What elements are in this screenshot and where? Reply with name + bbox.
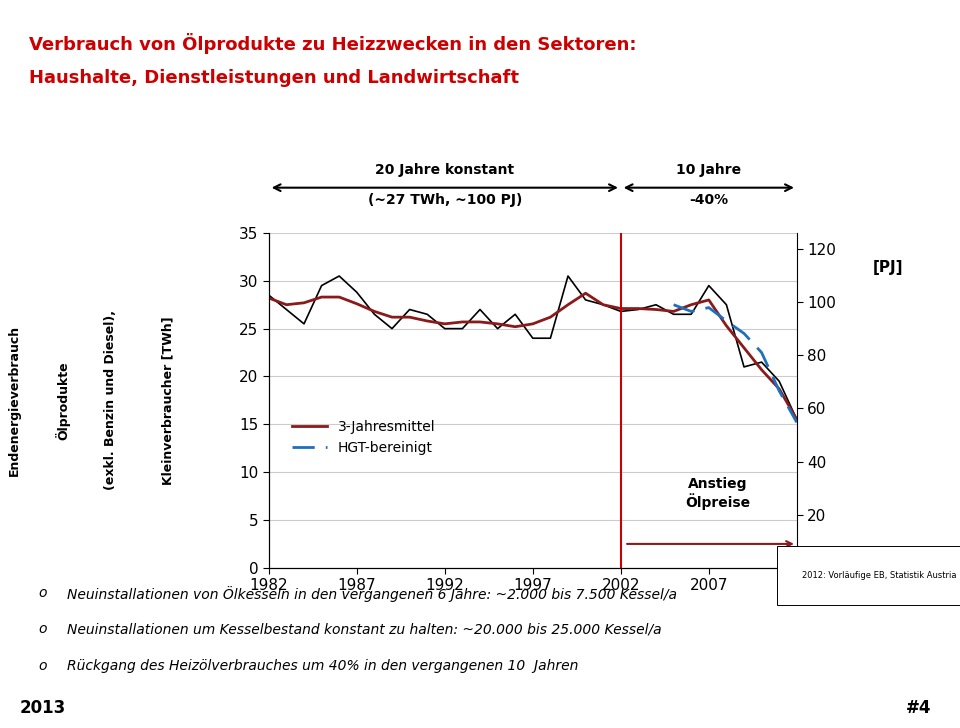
Text: Rückgang des Heizölverbrauches um 40% in den vergangenen 10  Jahren: Rückgang des Heizölverbrauches um 40% in… <box>67 659 579 673</box>
Text: Kleinverbraucher [TWh]: Kleinverbraucher [TWh] <box>161 316 175 485</box>
Legend: 3-Jahresmittel, HGT-bereinigt: 3-Jahresmittel, HGT-bereinigt <box>286 414 441 460</box>
Text: o: o <box>38 586 47 600</box>
Text: 2013: 2013 <box>19 699 65 717</box>
Text: o: o <box>38 622 47 636</box>
Text: 10 Jahre: 10 Jahre <box>676 163 741 178</box>
Text: (exkl. Benzin und Diesel),: (exkl. Benzin und Diesel), <box>104 310 117 491</box>
Text: Haushalte, Dienstleistungen und Landwirtschaft: Haushalte, Dienstleistungen und Landwirt… <box>29 69 518 87</box>
Text: #4: #4 <box>905 699 931 717</box>
Text: Endenergieverbrauch: Endenergieverbrauch <box>8 325 21 476</box>
Text: Anstieg
Ölpreise: Anstieg Ölpreise <box>685 477 750 510</box>
Text: o: o <box>38 659 47 673</box>
Text: Neuinstallationen um Kesselbestand konstant zu halten: ~20.000 bis 25.000 Kessel: Neuinstallationen um Kesselbestand konst… <box>67 622 661 636</box>
Text: [PJ]: [PJ] <box>873 260 903 274</box>
Text: 2012: Vorläufige EB, Statistik Austria: 2012: Vorläufige EB, Statistik Austria <box>802 571 956 580</box>
Text: Verbrauch von Ölprodukte zu Heizzwecken in den Sektoren:: Verbrauch von Ölprodukte zu Heizzwecken … <box>29 33 636 54</box>
Text: Neuinstallationen von Ölkesseln in den vergangenen 6 Jahre: ~2.000 bis 7.500 Kes: Neuinstallationen von Ölkesseln in den v… <box>67 586 677 602</box>
Text: (~27 TWh, ~100 PJ): (~27 TWh, ~100 PJ) <box>368 193 522 207</box>
Text: 20 Jahre konstant: 20 Jahre konstant <box>375 163 515 178</box>
Text: -40%: -40% <box>689 193 729 207</box>
Text: Ölprodukte: Ölprodukte <box>55 361 70 440</box>
